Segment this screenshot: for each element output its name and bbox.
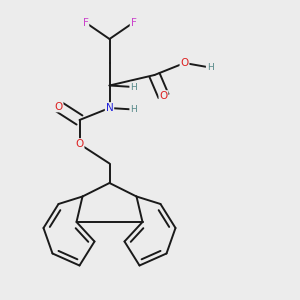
Text: O: O bbox=[54, 101, 63, 112]
Text: F: F bbox=[82, 17, 88, 28]
Text: O: O bbox=[180, 58, 189, 68]
Text: H: H bbox=[130, 82, 137, 91]
Text: H: H bbox=[130, 105, 137, 114]
Text: N: N bbox=[106, 103, 113, 113]
Text: H: H bbox=[207, 63, 213, 72]
Text: F: F bbox=[130, 17, 136, 28]
Text: O: O bbox=[75, 139, 84, 149]
Text: O: O bbox=[159, 91, 168, 101]
